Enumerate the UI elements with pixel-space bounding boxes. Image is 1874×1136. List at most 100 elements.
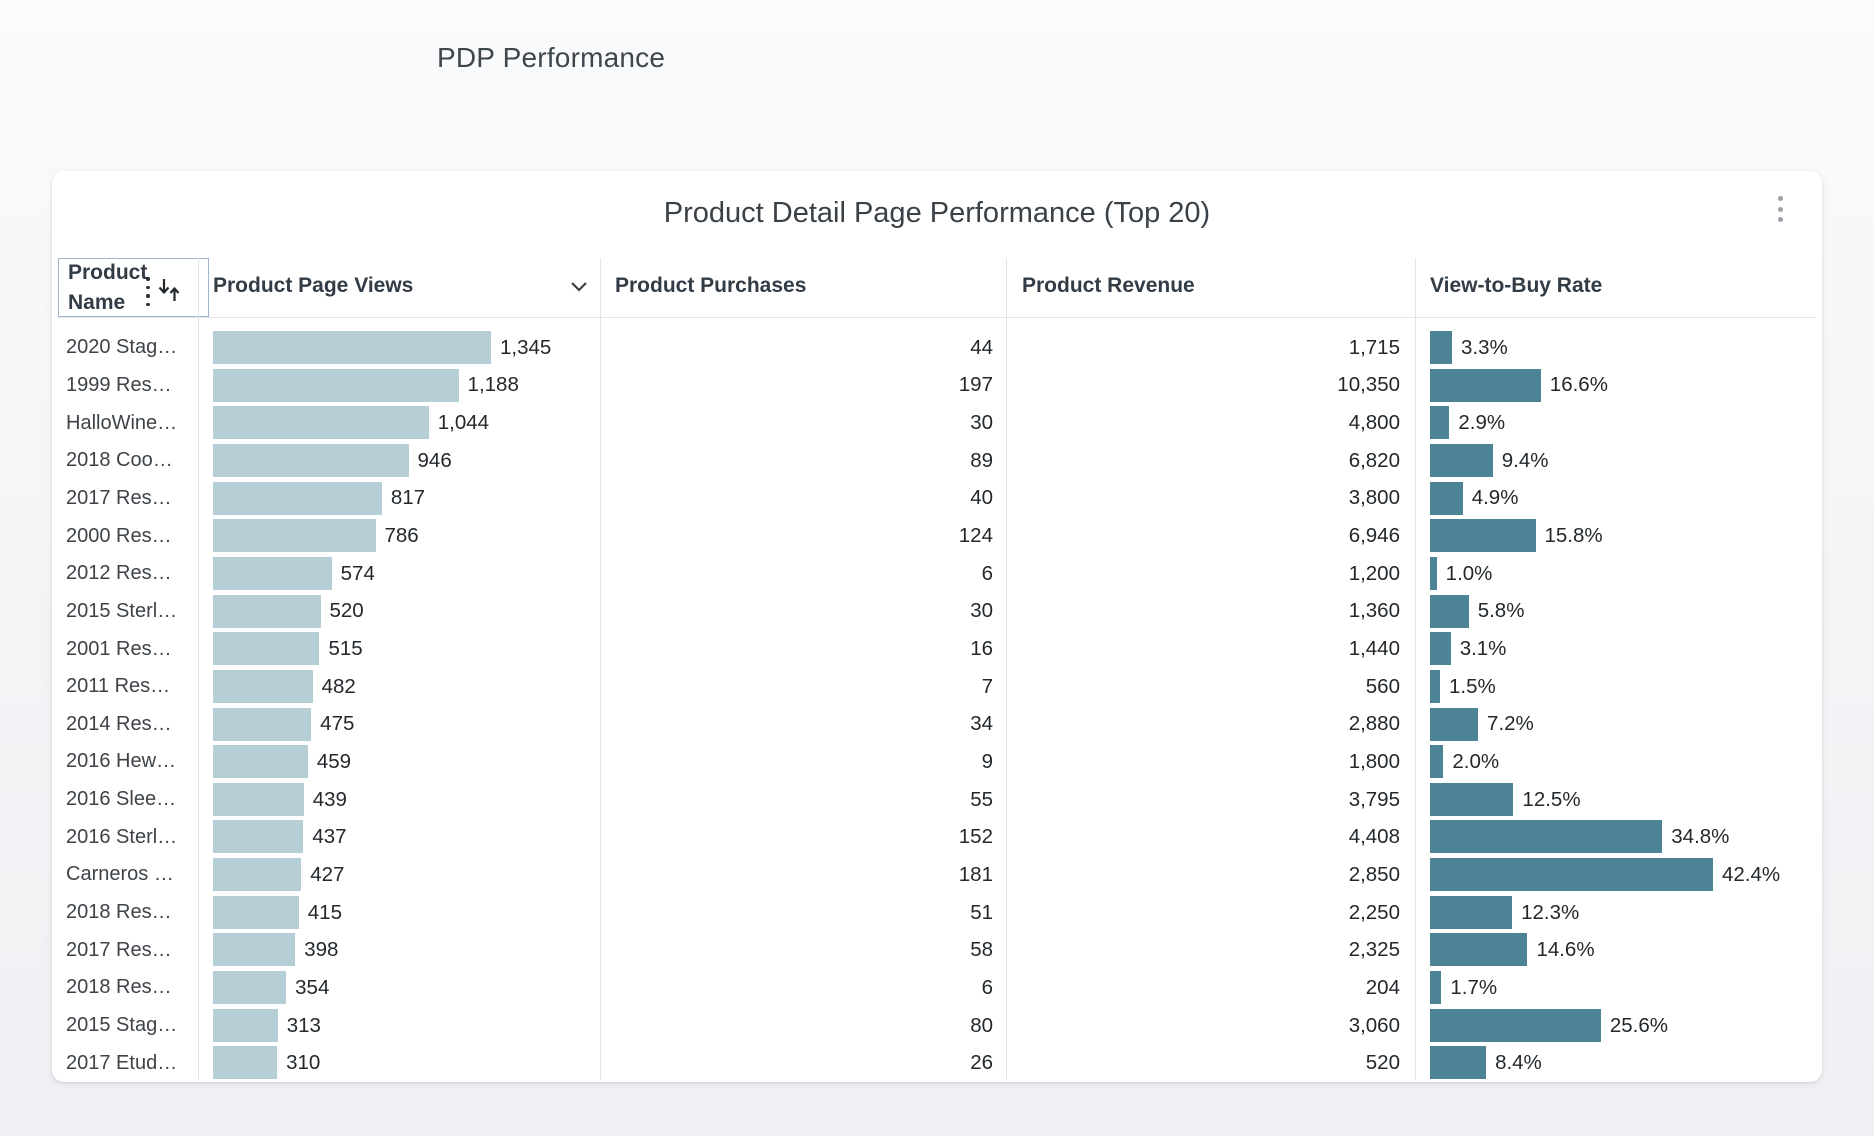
page-views-bar xyxy=(213,933,296,967)
page-views-bar xyxy=(213,331,491,364)
page-views-bar xyxy=(213,406,429,440)
product-name-cell: 2012 Res… xyxy=(66,562,172,585)
table-row: 2018 Res… 415 51 2,250 12.3% xyxy=(52,894,1822,932)
view-to-buy-bar xyxy=(1430,858,1713,892)
table-row: 2016 Slee… 439 55 3,795 12.5% xyxy=(52,781,1822,819)
view-to-buy-value: 2.9% xyxy=(1458,411,1506,435)
sort-arrows-icon[interactable] xyxy=(156,276,183,304)
revenue-value: 4,408 xyxy=(1348,825,1400,849)
view-to-buy-value: 9.4% xyxy=(1501,448,1549,472)
product-name-cell: 2015 Stag… xyxy=(66,1014,178,1036)
page-views-bar xyxy=(213,481,382,515)
product-name-cell: 2016 Sterl… xyxy=(66,825,178,848)
page-views-value: 475 xyxy=(320,712,355,736)
product-name-cell: Carneros … xyxy=(66,863,174,886)
purchases-value: 197 xyxy=(958,373,993,397)
view-to-buy-bar xyxy=(1430,368,1541,402)
product-name-cell: 2016 Slee… xyxy=(66,788,177,811)
product-name-cell: 2016 Hew… xyxy=(66,750,177,773)
view-to-buy-value: 4.9% xyxy=(1471,486,1519,510)
view-to-buy-bar xyxy=(1430,820,1663,854)
purchases-value: 30 xyxy=(970,411,993,435)
view-to-buy-value: 42.4% xyxy=(1722,862,1781,886)
table-row: 2015 Sterl… 520 30 1,360 5.8% xyxy=(52,593,1822,631)
page-views-bar xyxy=(213,858,302,892)
view-to-buy-value: 5.8% xyxy=(1477,599,1525,623)
revenue-value: 560 xyxy=(1365,674,1400,698)
revenue-value: 204 xyxy=(1365,975,1400,999)
table-row: 2014 Res… 475 34 2,880 7.2% xyxy=(52,706,1822,744)
page-views-value: 415 xyxy=(307,900,342,924)
table-row: 2020 Stag… 1,345 44 1,715 3.3% xyxy=(52,329,1822,367)
view-to-buy-value: 2.0% xyxy=(1452,749,1500,773)
column-header-product-name[interactable]: Product Name xyxy=(58,258,209,317)
product-name-cell: 2014 Res… xyxy=(66,712,172,735)
purchases-value: 80 xyxy=(970,1013,993,1037)
column-header-label: Product Name xyxy=(68,260,148,314)
revenue-value: 3,795 xyxy=(1348,787,1400,811)
table-row: 2001 Res… 515 16 1,440 3.1% xyxy=(52,630,1822,668)
view-to-buy-bar xyxy=(1430,782,1514,816)
table-row: 2016 Hew… 459 9 1,800 2.0% xyxy=(52,743,1822,781)
purchases-value: 34 xyxy=(970,712,993,736)
purchases-value: 16 xyxy=(970,637,993,660)
revenue-value: 2,250 xyxy=(1348,900,1400,924)
column-header-product-page-views[interactable]: Product Page Views xyxy=(213,274,414,297)
revenue-value: 6,946 xyxy=(1348,524,1400,548)
column-header-product-revenue[interactable]: Product Revenue xyxy=(1022,274,1195,297)
table-chart-card: Product Detail Page Performance (Top 20)… xyxy=(52,171,1822,1082)
page-views-bar xyxy=(213,820,304,854)
table-row: 2012 Res… 574 6 1,200 1.0% xyxy=(52,555,1822,593)
column-divider xyxy=(1006,258,1007,1079)
table-body: 2020 Stag… 1,345 44 1,715 3.3% 1999 Res… 1,188… xyxy=(52,329,1822,1082)
view-to-buy-bar xyxy=(1430,331,1452,364)
table-row: 2017 Etud… 310 26 520 8.4% xyxy=(52,1044,1822,1082)
product-name-cell: 2018 Res… xyxy=(66,901,172,924)
view-to-buy-value: 14.6% xyxy=(1536,938,1595,962)
table-row: 2017 Res… 817 40 3,800 4.9% xyxy=(52,480,1822,518)
revenue-value: 2,880 xyxy=(1348,712,1400,736)
page-views-value: 946 xyxy=(417,448,452,472)
page-views-value: 817 xyxy=(390,486,426,510)
kebab-dots-icon[interactable] xyxy=(146,277,150,306)
page-views-bar xyxy=(213,368,459,402)
table-row: HalloWine… 1,044 30 4,800 2.9% xyxy=(52,404,1822,442)
product-name-cell: 2011 Res… xyxy=(66,675,171,698)
view-to-buy-value: 25.6% xyxy=(1609,1013,1668,1037)
view-to-buy-value: 12.3% xyxy=(1521,900,1580,924)
column-header-product-purchases[interactable]: Product Purchases xyxy=(615,274,807,297)
table-row: 2018 Coo… 946 89 6,820 9.4% xyxy=(52,442,1822,480)
page-views-value: 574 xyxy=(340,561,375,585)
chevron-down-icon[interactable] xyxy=(570,281,588,292)
view-to-buy-bar xyxy=(1430,933,1528,967)
column-divider xyxy=(600,258,601,1079)
view-to-buy-value: 1.5% xyxy=(1449,674,1496,698)
revenue-value: 2,325 xyxy=(1348,938,1400,962)
revenue-value: 1,800 xyxy=(1348,749,1400,773)
table-header-row: Product Name Product Page Views Product … xyxy=(52,258,1822,318)
product-name-cell: 2017 Res… xyxy=(66,486,172,509)
table-row: 2018 Res… 354 6 204 1.7% xyxy=(52,969,1822,1007)
view-to-buy-bar xyxy=(1430,745,1444,779)
view-to-buy-value: 34.8% xyxy=(1671,825,1730,849)
purchases-value: 40 xyxy=(970,486,993,510)
revenue-value: 1,200 xyxy=(1348,561,1400,585)
view-to-buy-bar xyxy=(1430,1008,1601,1042)
page-views-value: 310 xyxy=(286,1051,321,1075)
view-to-buy-bar xyxy=(1430,519,1536,553)
column-header-view-to-buy-rate[interactable]: View-to-Buy Rate xyxy=(1430,274,1603,297)
revenue-value: 10,350 xyxy=(1337,373,1400,397)
view-to-buy-bar xyxy=(1430,481,1463,515)
card-options-kebab-menu-icon[interactable] xyxy=(1771,194,1789,224)
view-to-buy-value: 1.0% xyxy=(1445,561,1493,585)
chart-title: Product Detail Page Performance (Top 20) xyxy=(663,197,1211,229)
purchases-value: 55 xyxy=(970,787,993,811)
product-name-cell: HalloWine… xyxy=(66,411,178,434)
revenue-value: 1,360 xyxy=(1348,599,1400,623)
page-views-value: 398 xyxy=(304,938,339,962)
page-views-bar xyxy=(213,669,313,703)
page-views-value: 313 xyxy=(286,1013,321,1037)
page-views-value: 1,044 xyxy=(437,411,490,435)
page-views-bar xyxy=(213,1046,278,1080)
